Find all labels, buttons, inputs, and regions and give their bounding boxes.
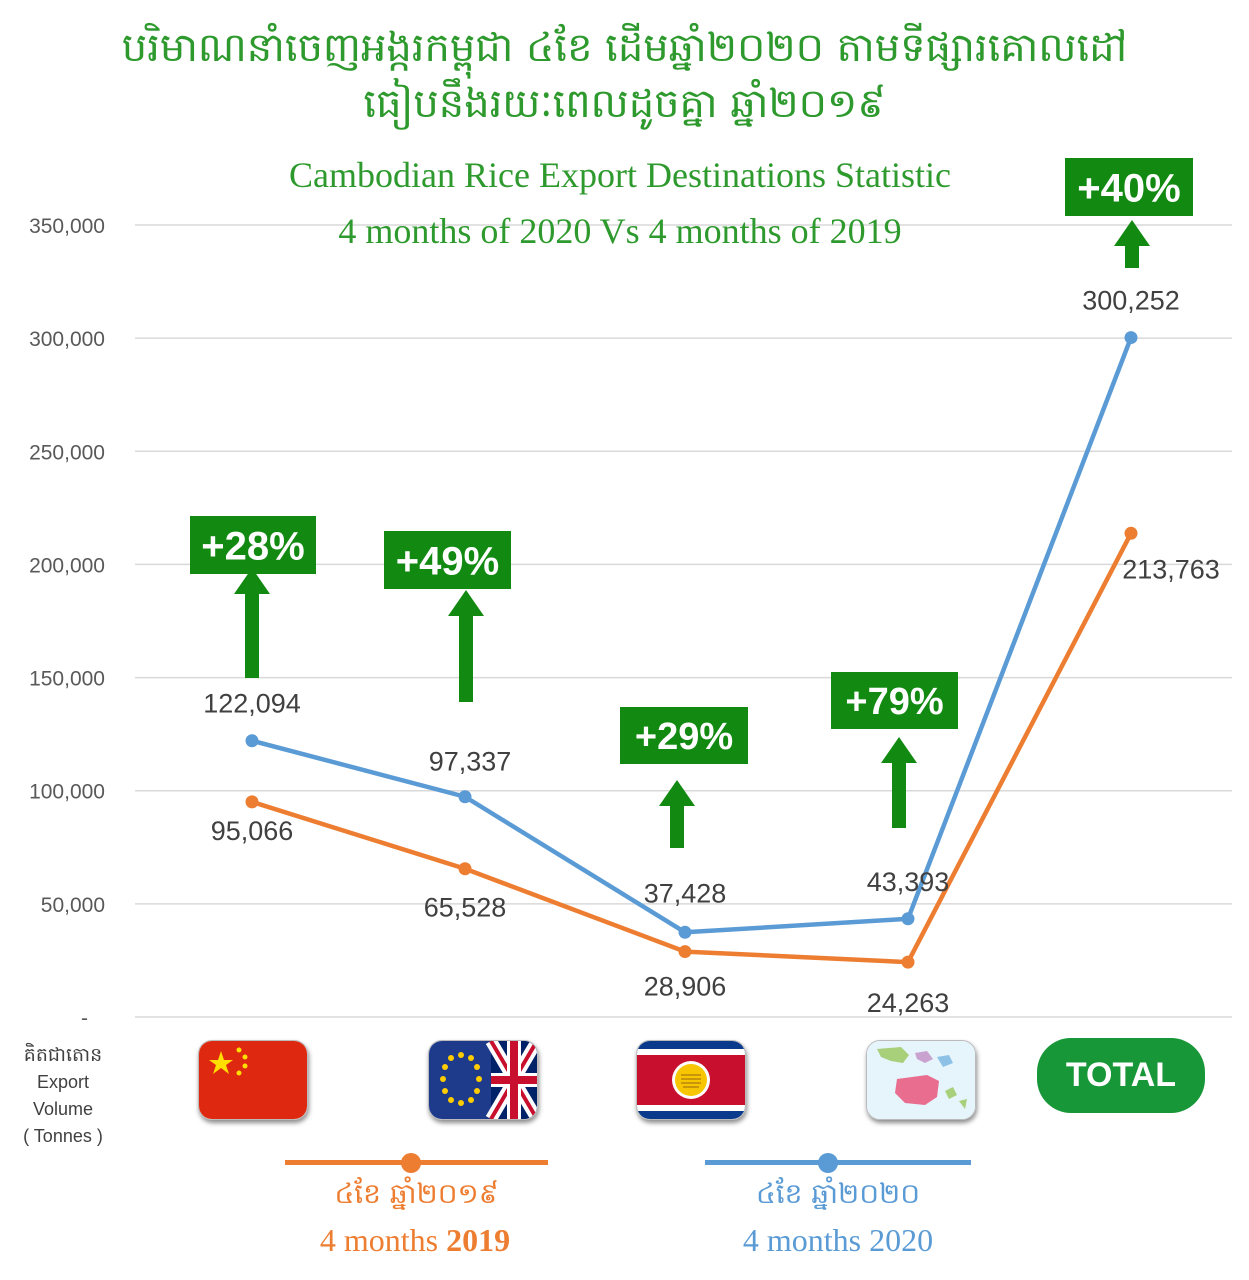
legend-marker-2019 [401, 1153, 421, 1173]
growth-badge-label: +40% [1077, 166, 1180, 210]
up-arrow-icon [881, 737, 917, 828]
asean-flag-icon [636, 1040, 746, 1120]
data-point-2019 [245, 795, 259, 809]
up-arrow-icon [659, 780, 695, 848]
line-chart: - 50,000 100,000 150,000 200,000 250,000 300,0… [29, 158, 1232, 1030]
growth-badge [831, 672, 958, 729]
unit-note-khmer: គិតជាតោន [23, 1044, 103, 1066]
data-label-2020: 97,337 [429, 747, 512, 777]
data-point-2019 [901, 955, 915, 969]
data-point-2020 [458, 790, 472, 804]
growth-badge [620, 707, 748, 764]
title-english-line1: Cambodian Rice Export Destinations Stati… [289, 155, 951, 195]
data-label-2019: 24,263 [867, 988, 950, 1018]
asia-oceania-map-icon [866, 1040, 976, 1120]
unit-note: គិតជាតោន Export Volume ( Tonnes ) [8, 1042, 118, 1150]
legend-marker-2020 [818, 1153, 838, 1173]
growth-badge [190, 516, 316, 574]
unit-note-line3: ( Tonnes ) [23, 1126, 103, 1146]
total-button[interactable]: TOTAL [1037, 1038, 1205, 1113]
china-flag-icon [198, 1040, 308, 1120]
y-tick-label: 100,000 [29, 781, 105, 804]
data-label-2019: 95,066 [211, 816, 294, 846]
y-tick-label: - [81, 1007, 88, 1030]
unit-note-line2: Volume [32, 1099, 94, 1119]
y-tick-label: 350,000 [29, 215, 105, 238]
data-point-2020 [1124, 331, 1138, 345]
y-tick-label: 150,000 [29, 668, 105, 691]
data-label-2019: 213,763 [1122, 554, 1220, 584]
y-tick-label: 300,000 [29, 328, 105, 351]
legend-line-2020 [705, 1160, 971, 1165]
data-label-2019: 28,906 [644, 972, 727, 1002]
data-label-2020: 122,094 [203, 689, 301, 719]
growth-badge [1065, 158, 1193, 216]
data-point-2020 [245, 734, 259, 748]
data-label-2019: 65,528 [424, 893, 507, 923]
title-khmer-line1: បរិមាណនាំចេញអង្ករកម្ពុជា ៤ខែ ដើមឆ្នាំ២០២… [121, 25, 1128, 71]
growth-badge-label: +79% [845, 681, 943, 723]
up-arrow-icon [1114, 220, 1150, 268]
title-khmer-line2: ធៀបនឹងរយៈពេលដូចគ្នា ឆ្នាំ២០១៩ [363, 81, 886, 127]
eu-uk-flag-icon [428, 1040, 538, 1120]
legend-label-2019-year: 2019 [446, 1222, 511, 1258]
data-point-2019 [678, 945, 692, 959]
y-tick-label: 200,000 [29, 554, 105, 577]
growth-badge [384, 531, 511, 589]
data-point-2020 [901, 912, 915, 926]
growth-badge-label: +49% [396, 539, 499, 583]
legend-label-2019-khmer: ៤ខែ ឆ្នាំ២០១៩ [334, 1177, 499, 1210]
data-label-2020: 300,252 [1082, 286, 1180, 316]
data-label-2020: 37,428 [644, 878, 727, 908]
legend-label-2019-prefix: 4 months [319, 1222, 447, 1258]
growth-badge-label: +28% [201, 524, 304, 568]
legend-label-2019: 4 months 2019 [250, 1222, 580, 1259]
data-point-2019 [458, 862, 472, 876]
up-arrow-icon [234, 568, 270, 678]
title-english-line2: 4 months of 2020 Vs 4 months of 2019 [338, 211, 902, 251]
data-point-2019 [1124, 526, 1138, 540]
y-tick-label: 250,000 [29, 441, 105, 464]
legend-label-2020-khmer: ៤ខែ ឆ្នាំ២០២០ [755, 1177, 921, 1210]
unit-note-line1: Export [36, 1072, 90, 1092]
data-point-2020 [678, 925, 692, 939]
data-label-2020: 43,393 [867, 867, 950, 897]
legend-label-2020: 4 months 2020 [742, 1222, 934, 1258]
up-arrow-icon [448, 590, 484, 702]
y-tick-label: 50,000 [41, 894, 105, 917]
growth-badge-label: +29% [635, 716, 733, 758]
